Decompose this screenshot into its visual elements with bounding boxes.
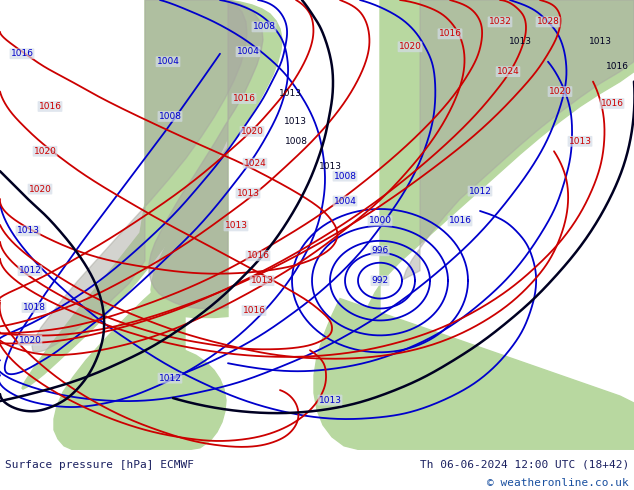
- Text: 1012: 1012: [18, 266, 41, 275]
- Polygon shape: [168, 22, 260, 234]
- Text: 1013: 1013: [318, 162, 342, 171]
- Text: 1004: 1004: [236, 47, 259, 56]
- Text: 1013: 1013: [318, 395, 342, 405]
- Text: 1004: 1004: [333, 196, 356, 205]
- Text: Th 06-06-2024 12:00 UTC (18+42): Th 06-06-2024 12:00 UTC (18+42): [420, 460, 629, 470]
- Text: 1013: 1013: [224, 221, 247, 230]
- Text: 1013: 1013: [588, 37, 612, 46]
- Text: 1016: 1016: [439, 29, 462, 38]
- Polygon shape: [54, 261, 226, 450]
- Polygon shape: [32, 0, 247, 352]
- Text: 1008: 1008: [285, 137, 307, 146]
- Text: 1012: 1012: [469, 187, 491, 196]
- Text: 1028: 1028: [536, 17, 559, 26]
- Text: 1008: 1008: [158, 112, 181, 121]
- Text: 1018: 1018: [22, 303, 46, 312]
- Polygon shape: [151, 0, 282, 318]
- Text: 1013: 1013: [236, 189, 259, 197]
- Text: 1016: 1016: [233, 94, 256, 103]
- Polygon shape: [314, 298, 634, 450]
- Polygon shape: [22, 0, 253, 389]
- Text: 1024: 1024: [496, 67, 519, 76]
- Text: 1032: 1032: [489, 17, 512, 26]
- Text: 1008: 1008: [333, 172, 356, 181]
- Text: 1013: 1013: [16, 226, 39, 235]
- Polygon shape: [149, 0, 263, 309]
- Polygon shape: [175, 47, 267, 259]
- Text: 1013: 1013: [283, 117, 306, 126]
- Text: 1013: 1013: [250, 276, 273, 285]
- Text: 1016: 1016: [39, 102, 61, 111]
- Text: 1016: 1016: [247, 251, 269, 260]
- Polygon shape: [363, 0, 634, 366]
- Text: 1020: 1020: [548, 87, 571, 96]
- Text: 1000: 1000: [368, 217, 392, 225]
- Text: 1013: 1013: [278, 89, 302, 98]
- Text: © weatheronline.co.uk: © weatheronline.co.uk: [488, 478, 629, 488]
- Text: 1024: 1024: [243, 159, 266, 168]
- Text: 1020: 1020: [34, 147, 56, 156]
- Text: 1016: 1016: [600, 99, 623, 108]
- Polygon shape: [165, 32, 257, 244]
- Text: 1013: 1013: [508, 37, 531, 46]
- Polygon shape: [170, 42, 262, 254]
- Text: 1020: 1020: [29, 185, 51, 194]
- Text: 1008: 1008: [252, 23, 276, 31]
- Text: 1020: 1020: [18, 336, 41, 345]
- Text: 1016: 1016: [11, 49, 34, 58]
- Text: 1016: 1016: [242, 306, 266, 315]
- Text: 1016: 1016: [605, 62, 628, 71]
- Text: 1020: 1020: [399, 42, 422, 51]
- Text: 992: 992: [372, 276, 389, 285]
- Polygon shape: [403, 0, 634, 280]
- Text: 1004: 1004: [157, 57, 179, 66]
- Text: 996: 996: [372, 246, 389, 255]
- Text: 1012: 1012: [158, 374, 181, 383]
- Text: 1020: 1020: [240, 127, 264, 136]
- Text: Surface pressure [hPa] ECMWF: Surface pressure [hPa] ECMWF: [5, 460, 194, 470]
- Text: 1013: 1013: [569, 137, 592, 146]
- Text: 1016: 1016: [448, 217, 472, 225]
